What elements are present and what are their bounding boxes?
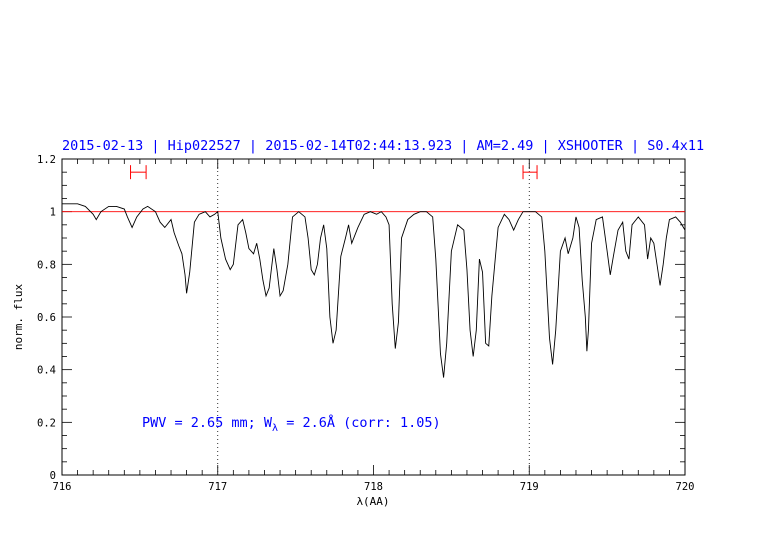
x-tick-label: 718 — [364, 481, 383, 493]
y-axis-label: norm. flux — [12, 284, 25, 351]
y-tick-label: 0 — [50, 470, 56, 482]
annotation-subscript: λ — [272, 423, 278, 434]
y-tick-label: 1.2 — [37, 154, 56, 166]
x-tick-label: 716 — [53, 481, 72, 493]
annotation-prefix: PWV = 2.65 mm; W — [142, 415, 273, 431]
annotation-suffix: = 2.6Å (corr: 1.05) — [278, 414, 441, 431]
y-tick-label: 0.8 — [37, 259, 56, 271]
pwv-annotation: PWV = 2.65 mm; Wλ = 2.6Å (corr: 1.05) — [142, 414, 441, 434]
fit-intervals — [130, 165, 538, 180]
y-tick-label: 0.6 — [37, 312, 56, 324]
y-tick-label: 0.4 — [37, 365, 56, 377]
tick-labels: 716 717 718 719 720 0 0.2 0.4 0.6 0.8 1 1.2 — [37, 154, 694, 493]
x-tick-label: 720 — [676, 481, 695, 493]
y-tick-label: 1 — [50, 207, 56, 219]
spectrum-series-line — [62, 203, 686, 378]
x-axis-label: λ(AA) — [356, 495, 389, 508]
y-tick-label: 0.2 — [37, 417, 56, 429]
x-tick-label: 717 — [208, 481, 227, 493]
chart-title: 2015-02-13 | Hip022527 | 2015-02-14T02:4… — [62, 138, 704, 154]
x-tick-label: 719 — [520, 481, 539, 493]
